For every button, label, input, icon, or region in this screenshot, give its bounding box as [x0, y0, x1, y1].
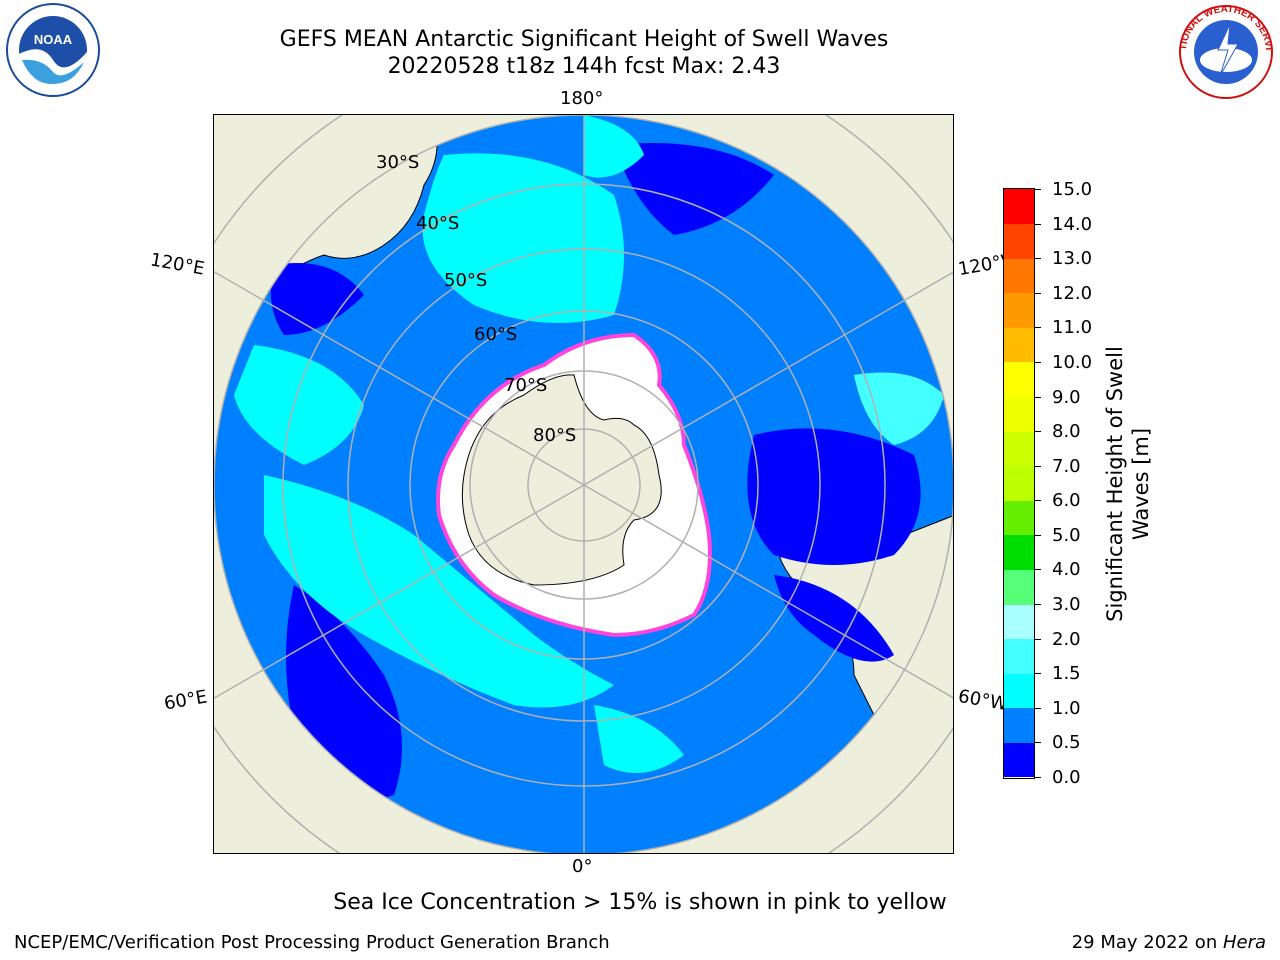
polar-map [213, 114, 954, 854]
noaa-logo: NOAA [6, 3, 100, 97]
lat-label-60s: 60°S [474, 324, 518, 345]
nws-logo: NATIONAL WEATHER SERVICE [1174, 4, 1274, 99]
colorbar-bin [1004, 327, 1034, 363]
colorbar-bin [1004, 223, 1034, 259]
footer-date: 29 May 2022 on Hera [1072, 932, 1266, 953]
colorbar-label: Significant Height of Swell Waves [m] [1103, 346, 1153, 622]
svg-text:NOAA: NOAA [34, 32, 73, 47]
antarctica-land [461, 374, 662, 586]
colorbar-bin [1004, 534, 1034, 570]
colorbar-bin [1004, 742, 1034, 778]
colorbar-bin [1004, 189, 1034, 225]
lat-label-50s: 50°S [444, 270, 488, 291]
footer-host: Hera [1222, 932, 1266, 953]
lat-label-40s: 40°S [416, 213, 460, 234]
colorbar-bin [1004, 258, 1034, 294]
colorbar-bin [1004, 465, 1034, 501]
lon-label-60e: 60°E [162, 686, 209, 715]
colorbar-bin [1004, 707, 1034, 743]
colorbar-bin [1004, 292, 1034, 328]
lon-label-0: 0° [572, 856, 593, 877]
map-subtitle: 20220528 t18z 144h fcst Max: 2.43 [387, 54, 781, 79]
colorbar-bin [1004, 569, 1034, 605]
colorbar-bin [1004, 500, 1034, 536]
colorbar-bin [1004, 431, 1034, 467]
colorbar-bin [1004, 638, 1034, 674]
lat-label-70s: 70°S [504, 375, 548, 396]
colorbar-bin [1004, 361, 1034, 398]
map-title: GEFS MEAN Antarctic Significant Height o… [279, 27, 889, 52]
lat-label-30s: 30°S [376, 152, 420, 173]
lon-label-60w: 60°W [956, 685, 1010, 716]
lon-label-120e: 120°E [148, 249, 207, 280]
footer-credit: NCEP/EMC/Verification Post Processing Pr… [14, 932, 610, 953]
footer-date-text: 29 May 2022 on [1071, 932, 1223, 953]
sea-ice-caption: Sea Ice Concentration > 15% is shown in … [333, 890, 947, 915]
lon-label-180: 180° [560, 88, 604, 109]
colorbar [1003, 188, 1035, 779]
colorbar-bin [1004, 604, 1034, 640]
graticule [214, 115, 953, 853]
colorbar-bin [1004, 396, 1034, 432]
lat-label-80s: 80°S [533, 425, 577, 446]
colorbar-bin [1004, 673, 1034, 709]
